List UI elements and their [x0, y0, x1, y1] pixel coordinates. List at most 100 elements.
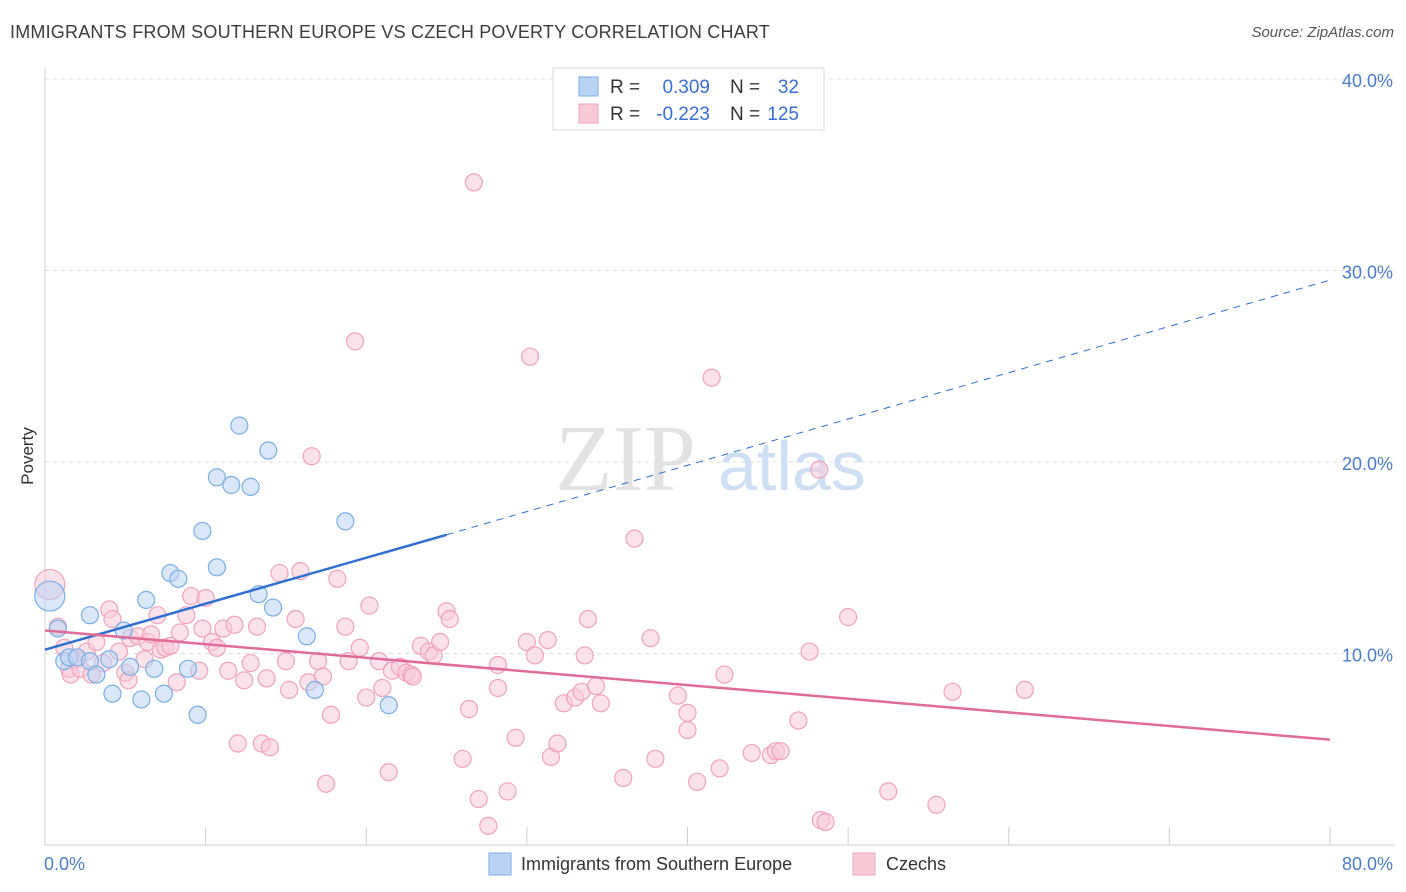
- czechs-point: [276, 652, 296, 671]
- immigrants-point: [188, 705, 207, 724]
- czechs-point: [403, 667, 422, 686]
- czechs-trend-line: [44, 629, 1331, 741]
- czechs-point: [87, 632, 106, 652]
- y-tick-label: 40.0%: [1342, 71, 1393, 91]
- czechs-point: [357, 688, 376, 707]
- czechs-point: [370, 652, 389, 671]
- immigrants-point: [259, 441, 278, 460]
- czechs-point: [646, 749, 665, 768]
- czechs-point: [103, 609, 122, 629]
- chart-title: IMMIGRANTS FROM SOUTHERN EUROPE VS CZECH…: [10, 22, 770, 42]
- tick-labels: 10.0% 20.0% 30.0% 40.0% 0.0% 80.0%: [44, 71, 1393, 874]
- czechs-point: [360, 596, 379, 615]
- czechs-point: [715, 665, 734, 684]
- czechs-point: [586, 676, 606, 696]
- czechs-point: [440, 609, 459, 629]
- czechs-point: [517, 632, 536, 652]
- czechs-point: [816, 812, 835, 832]
- czechs-point: [578, 609, 598, 629]
- legend-n-value-1: 32: [778, 77, 799, 98]
- watermark-atlas: atlas: [718, 427, 866, 505]
- czechs-point: [321, 705, 341, 724]
- immigrants-point: [305, 680, 324, 699]
- immigrants-point: [154, 684, 173, 703]
- czechs-point: [506, 728, 525, 747]
- czechs-point: [575, 646, 594, 665]
- czechs-point: [280, 680, 299, 699]
- czechs-point: [257, 669, 276, 688]
- bottom-legend-swatch-czechs: [852, 852, 876, 876]
- legend-r-value-1: 0.309: [662, 77, 710, 98]
- czechs-point: [219, 661, 238, 680]
- czechs-point: [1015, 680, 1034, 699]
- czechs-point: [488, 678, 508, 698]
- czechs-point: [459, 699, 479, 719]
- immigrants-point: [169, 569, 188, 588]
- czechs-point: [800, 642, 819, 661]
- bottom-legend-label-czechs: Czechs: [886, 854, 946, 874]
- immigrants-point: [336, 512, 355, 531]
- czechs-point: [810, 460, 829, 479]
- czechs-point: [193, 619, 212, 638]
- czechs-point: [771, 742, 790, 761]
- czechs-point: [943, 682, 962, 701]
- trend-layer: [44, 279, 1331, 741]
- czechs-point: [225, 615, 244, 634]
- czechs-point: [350, 638, 369, 657]
- czechs-point: [167, 673, 186, 692]
- y-tick-label: 10.0%: [1342, 646, 1393, 666]
- czechs-point: [879, 782, 898, 801]
- watermark-zip: ZIP: [555, 407, 696, 511]
- watermark: ZIP atlas: [555, 407, 866, 511]
- czechs-point: [241, 653, 260, 673]
- legend-r-label-1: R =: [610, 77, 640, 98]
- czechs-point: [678, 720, 697, 740]
- immigrants-trend-extension: [446, 279, 1331, 536]
- bottom-legend: Immigrants from Southern Europe Czechs: [488, 852, 946, 876]
- czechs-point: [345, 332, 365, 351]
- czechs-point: [431, 632, 450, 652]
- grid-layer: [45, 78, 1395, 654]
- bottom-legend-swatch-immigrants: [488, 852, 512, 876]
- czechs-point: [789, 711, 808, 730]
- legend-r-label-2: R =: [610, 104, 640, 125]
- y-axis-label: Poverty: [18, 427, 37, 485]
- bottom-legend-label-immigrants: Immigrants from Southern Europe: [521, 854, 792, 874]
- czechs-point: [316, 774, 336, 793]
- x-tick-label: 0.0%: [44, 854, 85, 874]
- legend-swatch-immigrants: [578, 76, 599, 97]
- czechs-point: [260, 738, 279, 757]
- immigrants-point: [207, 468, 226, 487]
- immigrants-point: [222, 475, 241, 495]
- czechs-point: [228, 734, 247, 753]
- immigrants-point: [207, 558, 226, 577]
- immigrants-trend-line: [44, 533, 447, 651]
- czechs-point: [207, 638, 226, 657]
- immigrants-point: [121, 657, 140, 677]
- immigrants-point: [263, 598, 283, 617]
- czechs-point: [591, 694, 610, 713]
- czechs-point: [742, 743, 761, 763]
- czechs-point: [373, 678, 392, 698]
- czechs-point: [702, 368, 721, 387]
- czechs-point: [336, 617, 355, 636]
- legend-n-value-2: 125: [767, 104, 799, 125]
- immigrants-point: [87, 665, 106, 684]
- top-legend: R = 0.309 N = 32 R = -0.223 N = 125: [552, 67, 825, 131]
- czechs-point: [525, 646, 545, 665]
- immigrants-point: [103, 684, 122, 703]
- czechs-point: [625, 529, 644, 548]
- legend-r-value-2: -0.223: [656, 104, 710, 125]
- immigrants-point: [178, 659, 198, 678]
- immigrants-point: [145, 659, 164, 678]
- czechs-point: [520, 347, 540, 366]
- czechs-point: [286, 609, 305, 629]
- czechs-point: [614, 768, 633, 788]
- czechs-point: [170, 623, 190, 642]
- czechs-point: [469, 789, 488, 809]
- x-tick-label: 80.0%: [1342, 854, 1393, 874]
- czechs-point: [464, 173, 483, 192]
- czechs-point: [302, 447, 321, 466]
- immigrants-point: [241, 477, 260, 496]
